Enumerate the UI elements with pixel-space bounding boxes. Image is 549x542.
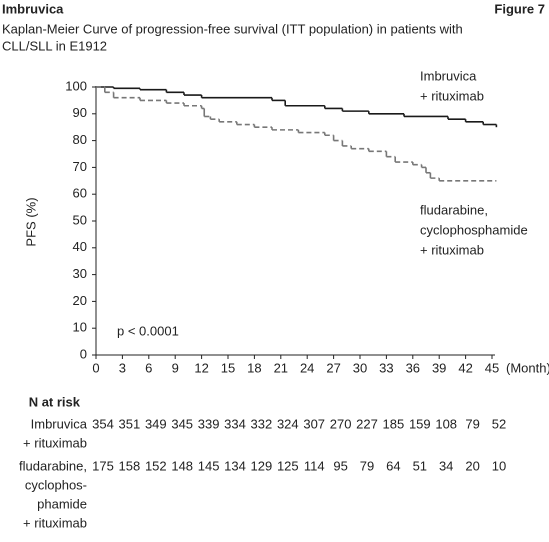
risk-count: 148 bbox=[171, 458, 193, 473]
y-tick-label: 100 bbox=[65, 78, 87, 93]
annotation: + rituximab bbox=[420, 242, 484, 257]
risk-count: 351 bbox=[119, 416, 141, 431]
x-tick-label: 15 bbox=[221, 360, 235, 375]
risk-count: 349 bbox=[145, 416, 167, 431]
risk-row-label: + rituximab bbox=[23, 435, 87, 450]
x-tick-label: 6 bbox=[145, 360, 152, 375]
x-tick-label: 24 bbox=[300, 360, 314, 375]
p-value: p < 0.0001 bbox=[117, 323, 179, 338]
y-tick-label: 70 bbox=[73, 159, 87, 174]
risk-count: 159 bbox=[409, 416, 431, 431]
risk-row-label: + rituximab bbox=[23, 515, 87, 530]
y-tick-label: 20 bbox=[73, 293, 87, 308]
y-tick-label: 50 bbox=[73, 212, 87, 227]
y-tick-label: 30 bbox=[73, 266, 87, 281]
x-axis-label: (Month) bbox=[506, 360, 549, 375]
risk-count: 129 bbox=[251, 458, 273, 473]
risk-count: 334 bbox=[224, 416, 246, 431]
y-tick-label: 90 bbox=[73, 105, 87, 120]
risk-count: 345 bbox=[171, 416, 193, 431]
risk-count: 270 bbox=[330, 416, 352, 431]
risk-row-label: phamide bbox=[37, 496, 87, 511]
risk-count: 332 bbox=[251, 416, 273, 431]
risk-count: 324 bbox=[277, 416, 299, 431]
risk-row-label: Imbruvica bbox=[31, 416, 88, 431]
risk-count: 354 bbox=[92, 416, 114, 431]
x-tick-label: 33 bbox=[379, 360, 393, 375]
risk-count: 108 bbox=[435, 416, 457, 431]
annotation: Imbruvica bbox=[420, 68, 477, 83]
risk-count: 51 bbox=[413, 458, 427, 473]
x-tick-label: 3 bbox=[119, 360, 126, 375]
x-tick-label: 45 bbox=[485, 360, 499, 375]
risk-row-label: fludarabine, bbox=[19, 458, 87, 473]
risk-count: 134 bbox=[224, 458, 246, 473]
risk-count: 79 bbox=[465, 416, 479, 431]
risk-count: 52 bbox=[492, 416, 506, 431]
risk-row-label: cyclophos- bbox=[25, 477, 87, 492]
risk-count: 79 bbox=[360, 458, 374, 473]
chart-title: CLL/SLL in E1912 bbox=[2, 38, 107, 53]
x-tick-label: 42 bbox=[458, 360, 472, 375]
risk-count: 152 bbox=[145, 458, 167, 473]
annotation: + rituximab bbox=[420, 88, 484, 103]
risk-count: 34 bbox=[439, 458, 453, 473]
risk-count: 114 bbox=[304, 458, 325, 473]
risk-count: 339 bbox=[198, 416, 220, 431]
x-tick-label: 18 bbox=[247, 360, 261, 375]
annotation: fludarabine, bbox=[420, 202, 488, 217]
chart-title: Kaplan-Meier Curve of progression-free s… bbox=[2, 21, 463, 36]
y-tick-label: 10 bbox=[73, 320, 87, 335]
annotation: cyclophosphamide bbox=[420, 222, 528, 237]
x-tick-label: 9 bbox=[172, 360, 179, 375]
y-axis-label: PFS (%) bbox=[23, 197, 38, 246]
risk-count: 145 bbox=[198, 458, 220, 473]
y-tick-label: 0 bbox=[80, 346, 87, 361]
x-tick-label: 30 bbox=[353, 360, 367, 375]
y-tick-label: 80 bbox=[73, 132, 87, 147]
x-tick-label: 27 bbox=[326, 360, 340, 375]
risk-count: 175 bbox=[92, 458, 114, 473]
product: Imbruvica bbox=[2, 1, 64, 16]
y-tick-label: 40 bbox=[73, 239, 87, 254]
risk-count: 125 bbox=[277, 458, 299, 473]
y-tick-label: 60 bbox=[73, 186, 87, 201]
risk-count: 95 bbox=[333, 458, 347, 473]
figure-label: Figure 7 bbox=[494, 1, 545, 16]
x-tick-label: 21 bbox=[274, 360, 288, 375]
risk-count: 307 bbox=[303, 416, 325, 431]
risk-count: 185 bbox=[383, 416, 405, 431]
risk-count: 227 bbox=[356, 416, 378, 431]
risk-count: 20 bbox=[465, 458, 479, 473]
risk-count: 64 bbox=[386, 458, 400, 473]
risk-count: 158 bbox=[119, 458, 141, 473]
x-tick-label: 12 bbox=[194, 360, 208, 375]
x-tick-label: 0 bbox=[92, 360, 99, 375]
x-tick-label: 39 bbox=[432, 360, 446, 375]
x-tick-label: 36 bbox=[406, 360, 420, 375]
risk-title: N at risk bbox=[29, 394, 81, 409]
risk-count: 10 bbox=[492, 458, 506, 473]
